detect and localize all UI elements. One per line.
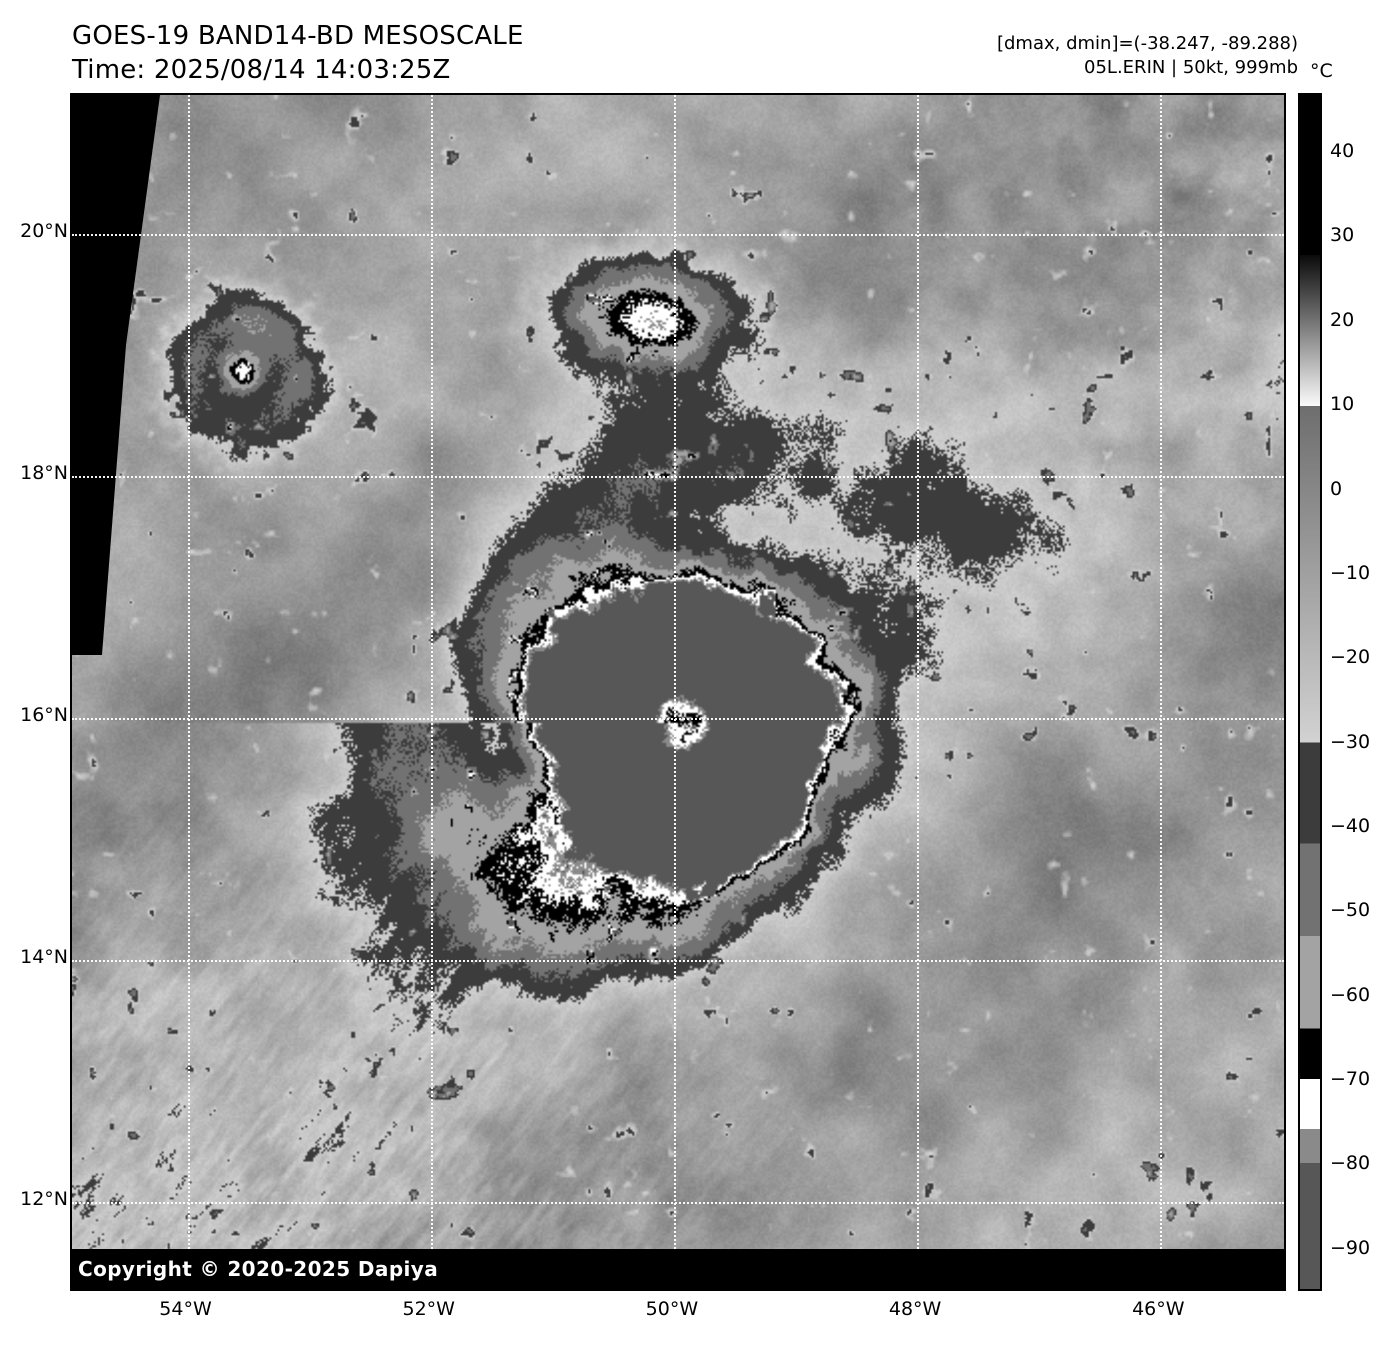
gridline-lon-46 [1160, 95, 1163, 1289]
lat-tick-label-18: 18°N [20, 462, 68, 485]
colorbar-tick--90: −90 [1330, 1236, 1371, 1259]
gridline-lon-54 [187, 95, 190, 1289]
header-right-block: [dmax, dmin]=(-38.247, -89.288) 05L.ERIN… [997, 32, 1298, 80]
colorbar-tick-0: 0 [1330, 477, 1343, 500]
header-left-block: GOES-19 BAND14-BD MESOSCALE Time: 2025/0… [72, 20, 524, 88]
colorbar-tick--20: −20 [1330, 646, 1371, 669]
gridline-lat-16 [72, 718, 1284, 721]
colorbar[interactable] [1298, 93, 1322, 1291]
colorbar-tick--70: −70 [1330, 1068, 1371, 1091]
gridline-lon-52 [430, 95, 433, 1289]
satellite-imagery-canvas [72, 95, 1284, 1289]
gridline-lat-20 [72, 234, 1284, 237]
lat-tick-label-14: 14°N [20, 946, 68, 969]
gridline-lat-14 [72, 960, 1284, 963]
lon-tick-label-50: 50°W [645, 1298, 699, 1320]
lat-tick-label-20: 20°N [20, 220, 68, 243]
lon-tick-label-52: 52°W [402, 1298, 455, 1320]
colorbar-gradient [1298, 93, 1322, 1291]
colorbar-tick--60: −60 [1330, 983, 1371, 1006]
data-minmax-label: [dmax, dmin]=(-38.247, -89.288) [996, 33, 1298, 54]
colorbar-tick--80: −80 [1330, 1152, 1371, 1175]
lat-tick-label-16: 16°N [20, 704, 68, 727]
colorbar-tick--10: −10 [1330, 561, 1371, 584]
colorbar-tick--30: −30 [1330, 730, 1371, 753]
copyright-text: Copyright © 2020-2025 Dapiya [78, 1257, 439, 1281]
gridline-lat-12 [72, 1202, 1284, 1205]
lon-tick-label-48: 48°W [888, 1298, 942, 1320]
timestamp-label: Time: 2025/08/14 14:03:25Z [72, 54, 451, 85]
lon-tick-label-54: 54°W [159, 1298, 212, 1320]
colorbar-units-label: °C [1310, 60, 1333, 82]
colorbar-tick-30: 30 [1330, 224, 1355, 247]
colorbar-tick-10: 10 [1330, 393, 1355, 416]
storm-info-label: 05L.ERIN | 50kt, 999mb [1084, 57, 1298, 79]
gridline-lon-50 [673, 95, 676, 1289]
copyright-bar: Copyright © 2020-2025 Dapiya [72, 1249, 1284, 1289]
satellite-image-panel[interactable]: Copyright © 2020-2025 Dapiya [70, 93, 1286, 1291]
gridline-lat-18 [72, 476, 1284, 479]
lon-tick-label-46: 46°W [1132, 1298, 1185, 1320]
gridline-lon-48 [917, 95, 920, 1289]
colorbar-tick--50: −50 [1330, 899, 1371, 922]
lat-tick-label-12: 12°N [20, 1188, 68, 1211]
colorbar-tick-20: 20 [1330, 308, 1355, 331]
colorbar-tick--40: −40 [1330, 814, 1371, 837]
page-title: GOES-19 BAND14-BD MESOSCALE [72, 21, 524, 51]
colorbar-tick-40: 40 [1330, 140, 1355, 163]
